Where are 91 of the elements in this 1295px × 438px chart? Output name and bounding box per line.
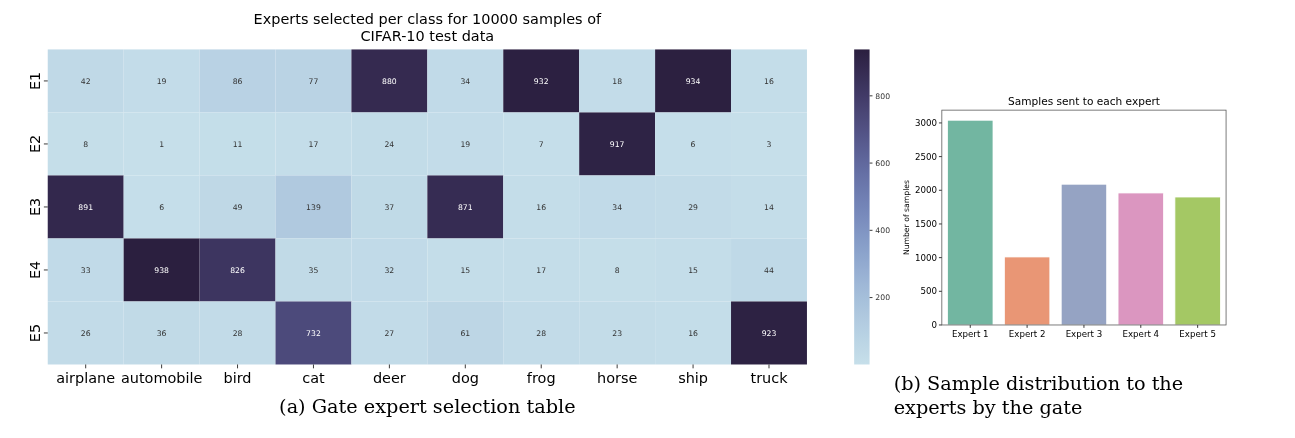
x-tick-label: Expert 3 (1065, 329, 1103, 340)
bar (1117, 192, 1164, 326)
color-bar-label: 400 (875, 226, 891, 236)
data-label: 33 (80, 265, 91, 275)
data-label: 139 (306, 202, 321, 212)
data-label: 8 (614, 265, 620, 275)
data-label: 17 (536, 265, 547, 275)
data-label: 28 (536, 328, 547, 338)
data-label: 32 (384, 265, 395, 275)
data-label: 6 (159, 202, 165, 212)
data-label: 1 (159, 139, 165, 149)
bar (1060, 183, 1108, 326)
data-label: 732 (306, 328, 321, 338)
data-label: 891 (78, 202, 94, 212)
data-label: 37 (384, 202, 395, 212)
x-tick-label: frog (526, 369, 556, 386)
data-label: 16 (688, 328, 699, 338)
data-label: 7 (538, 139, 544, 149)
data-label: 44 (764, 265, 774, 275)
data-label: 14 (764, 202, 774, 212)
data-label: 826 (230, 265, 245, 275)
x-tick-label: Expert 4 (1122, 329, 1160, 340)
y-tick-label: E1 (27, 71, 44, 91)
chart-title: Samples sent to each expert (1007, 95, 1160, 108)
data-label: 15 (688, 265, 699, 275)
x-tick-label: airplane (56, 369, 116, 386)
data-label: 6 (690, 139, 696, 149)
x-tick-label: cat (302, 369, 326, 386)
data-label: 18 (612, 76, 623, 86)
bar (1174, 196, 1221, 326)
y-tick-label: E5 (27, 323, 44, 343)
data-label: 8 (83, 139, 89, 149)
data-label: 27 (384, 328, 395, 338)
y-tick-label: E3 (27, 197, 44, 217)
x-tick-label: automobile (120, 369, 203, 386)
y-tick-label: 2500 (914, 151, 938, 162)
data-label: 36 (156, 328, 167, 338)
color-bar-label: 200 (875, 293, 891, 303)
text: (a) Gate expert selection table (279, 394, 576, 418)
data-label: 3 (766, 139, 772, 149)
data-label: 938 (154, 265, 170, 275)
bar (947, 119, 994, 326)
data-label: 19 (460, 139, 471, 149)
data-label: 42 (80, 76, 91, 86)
data-label: 871 (457, 202, 473, 212)
data-label: 917 (609, 139, 625, 149)
data-label: 34 (460, 76, 471, 86)
x-tick-label: Expert 1 (951, 329, 989, 340)
data-label: 923 (761, 328, 777, 338)
y-tick-label: 2000 (914, 185, 938, 196)
data-label: 932 (533, 76, 549, 86)
data-label: 29 (688, 202, 699, 212)
x-tick-label: Expert 5 (1179, 329, 1216, 340)
y-tick-label: E4 (27, 260, 44, 280)
y-axis-title: Number of samples (902, 179, 912, 256)
y-tick-label: 1000 (914, 252, 938, 263)
y-tick-label: 3000 (914, 117, 938, 128)
y-tick-label: 500 (920, 286, 938, 297)
data-label: 23 (612, 328, 623, 338)
data-label: 19 (156, 76, 167, 86)
text: (b) Sample distribution to the experts by the gate (893, 371, 1184, 419)
data-label: 16 (764, 76, 774, 86)
data-label: 24 (384, 139, 395, 149)
data-label: 86 (232, 76, 243, 86)
x-tick-label: deer (372, 369, 406, 386)
data-label: 934 (685, 76, 701, 86)
data-label: 28 (232, 328, 243, 338)
x-tick-label: ship (678, 369, 708, 386)
y-tick-label: E2 (27, 134, 44, 154)
data-label: 11 (232, 139, 243, 149)
data-label: 49 (232, 202, 243, 212)
data-label: 61 (460, 328, 471, 338)
data-label: 26 (80, 328, 91, 338)
data-label: 35 (308, 265, 319, 275)
x-tick-label: horse (596, 369, 638, 386)
data-label: 16 (536, 202, 547, 212)
data-label: 880 (382, 76, 397, 86)
x-tick-label: Expert 2 (1008, 329, 1046, 340)
chart-title: Experts selected per class for 10000 samples of CIFAR-10 test data (253, 11, 602, 44)
x-tick-label: dog (451, 369, 479, 386)
x-tick-label: truck (750, 369, 789, 386)
y-tick-label: 1500 (914, 218, 938, 229)
x-tick-label: bird (223, 369, 252, 386)
color-bar-label: 600 (875, 158, 891, 168)
data-label: 34 (612, 202, 623, 212)
color-bar-label: 800 (875, 91, 891, 101)
data-label: 77 (308, 76, 319, 86)
bar (1003, 256, 1051, 326)
data-label: 17 (308, 139, 319, 149)
y-tick-label: 0 (931, 320, 938, 331)
data-label: 15 (460, 265, 471, 275)
